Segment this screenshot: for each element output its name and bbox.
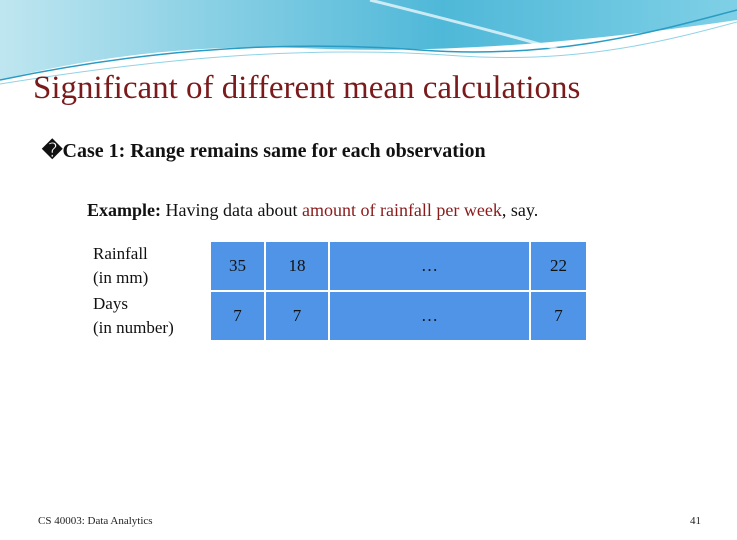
example-label: Example: xyxy=(87,200,161,220)
cell: … xyxy=(328,290,531,342)
bullet: �Case 1: Range remains same for each obs… xyxy=(42,138,486,163)
row-label: Days (in number) xyxy=(87,290,211,342)
bullet-glyph: � xyxy=(42,140,63,162)
example: Example: Having data about amount of rai… xyxy=(87,200,538,221)
data-table: Rainfall (in mm) 35 18… 22 Days (in number) 7… xyxy=(87,240,588,342)
cell: 7 xyxy=(264,290,330,342)
row-label: Rainfall (in mm) xyxy=(87,240,211,292)
cell: 35 xyxy=(209,240,266,292)
page-number: 41 xyxy=(690,515,701,527)
cell: 18 xyxy=(264,240,330,292)
footer: CS 40003: Data Analytics xyxy=(38,515,153,527)
cell: 22 xyxy=(529,240,588,292)
cell: 7 xyxy=(529,290,588,342)
slide-title: Significant of different mean calculatio… xyxy=(33,70,581,106)
table-row: Days (in number) 7 7… 7 xyxy=(87,290,588,342)
cell: 7 xyxy=(209,290,266,342)
example-highlight: amount of rainfall per week xyxy=(301,200,502,220)
example-text: Having data about xyxy=(161,200,302,220)
cell: … xyxy=(328,240,531,292)
example-text: , say. xyxy=(501,200,539,220)
bullet-text: Case 1: Range remains same for each obse… xyxy=(62,140,486,162)
header-decoration xyxy=(0,0,737,85)
table-row: Rainfall (in mm) 35 18… 22 xyxy=(87,240,588,292)
